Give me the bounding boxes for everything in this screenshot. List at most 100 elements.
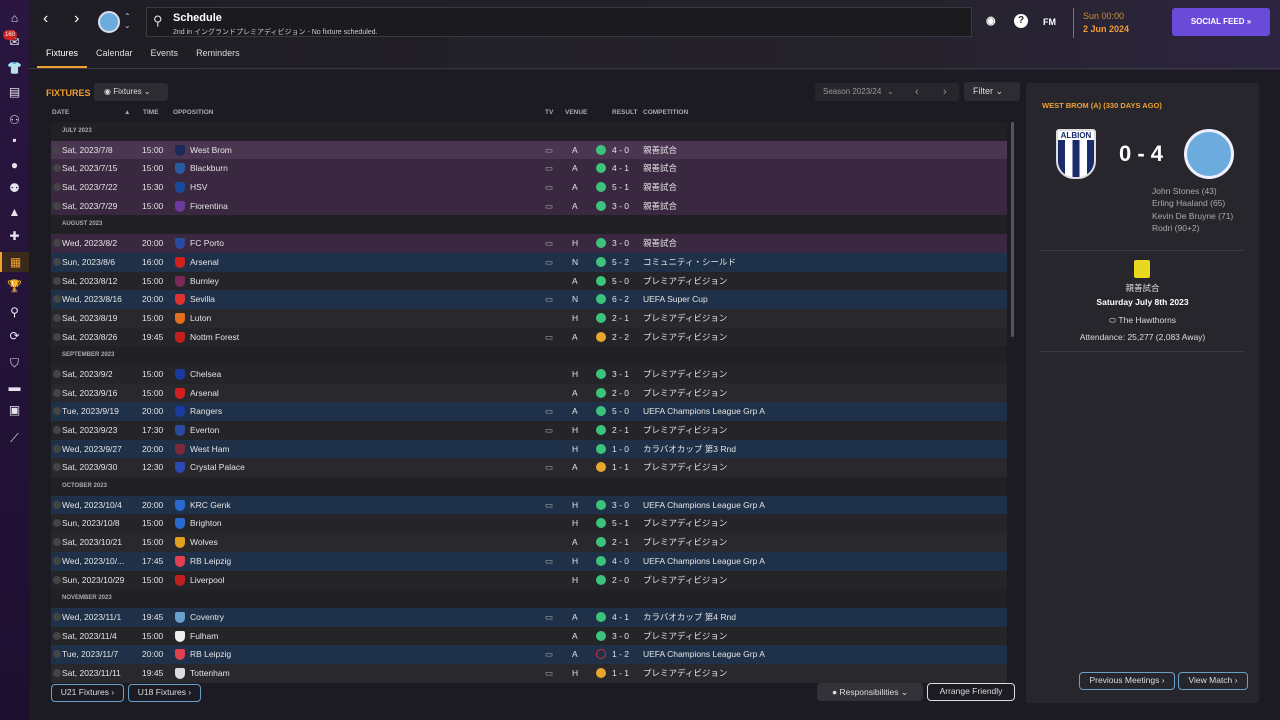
row-checkbox — [53, 388, 61, 397]
u18-fixtures-button[interactable]: U18 Fixtures › — [128, 684, 201, 702]
tab-calendar[interactable]: Calendar — [96, 48, 133, 58]
game-date[interactable]: Sun 00:00 2 Jun 2024 — [1073, 8, 1161, 38]
row-checkbox — [53, 612, 61, 621]
fixture-row[interactable]: Sat, 2023/11/4 15:00 Fulham A 3 - 0 プレミアディビジョ… — [51, 626, 1007, 646]
tv-icon: ▭ — [545, 499, 554, 510]
fixture-row[interactable]: Sat, 2023/7/15 15:00 Blackburn ▭ A 4 - 1 親善試合 — [51, 159, 1007, 179]
fixture-row[interactable]: Sat, 2023/10/21 15:00 Wolves A 2 - 1 プレミアディビジ… — [51, 533, 1007, 552]
fixture-row[interactable]: Sat, 2023/7/29 15:00 Fiorentina ▭ A 3 - 0 親善試合 — [51, 196, 1007, 216]
tab-reminders[interactable]: Reminders — [196, 48, 240, 58]
arrange-friendly-button[interactable]: Arrange Friendly — [927, 683, 1015, 701]
home-icon[interactable]: ⌂ — [10, 11, 19, 25]
fixture-row[interactable]: Wed, 2023/9/27 20:00 West Ham H 1 - 0 カラバオカップ… — [51, 439, 1007, 459]
competitions-icon[interactable]: 🏆 — [7, 279, 22, 293]
u21-fixtures-button[interactable]: U21 Fixtures › — [51, 684, 124, 702]
staff-icon[interactable]: ⚇ — [9, 113, 20, 127]
club-switch-icon[interactable]: ⌃ ⌄ — [124, 12, 131, 30]
world-icon[interactable]: ◉ — [986, 15, 996, 27]
result-score: 2 - 2 — [612, 331, 630, 342]
col-tv[interactable]: TV — [545, 109, 554, 116]
competition: UEFA Champions League Grp A — [643, 499, 765, 510]
fixture-row[interactable]: Sun, 2023/10/29 15:00 Liverpool H 2 - 0 プレミアデ… — [51, 570, 1007, 590]
finances-icon[interactable]: ▬ — [8, 380, 21, 394]
fixture-row[interactable]: Sun, 2023/10/8 15:00 Brighton H 5 - 1 プレミアディビ… — [51, 514, 1007, 534]
fixture-row[interactable]: Sat, 2023/8/26 19:45 Nottm Forest ▭ A 2 - 2 プレ… — [51, 327, 1007, 347]
back-button[interactable]: ‹ — [43, 10, 49, 27]
search-box[interactable]: ⚲ Schedule 2nd in イングランドプレミアディビジョン - No … — [146, 7, 972, 37]
fixture-row[interactable]: Wed, 2023/8/16 20:00 Sevilla ▭ N 6 - 2 UEFA Su… — [51, 290, 1007, 309]
match-panel: WEST BROM (A) (330 DAYS AGO) ALBION 0 - … — [1026, 83, 1259, 703]
result-score: 1 - 1 — [612, 667, 630, 678]
club-info-icon[interactable]: ⛉ — [9, 356, 19, 370]
current-date: 2 Jun 2024 — [1083, 24, 1130, 34]
scrollbar[interactable] — [1011, 122, 1014, 337]
fixture-row[interactable]: Sat, 2023/8/12 15:00 Burnley A 5 - 0 プレミアディビジ… — [51, 271, 1007, 291]
col-result[interactable]: RESULT — [612, 109, 638, 116]
fixture-row[interactable]: Sat, 2023/11/11 19:45 Tottenham ▭ H 1 - 1 プレミア… — [51, 663, 1007, 683]
col-venue[interactable]: VENUE — [565, 109, 588, 116]
tab-fixtures[interactable]: Fixtures — [37, 46, 88, 68]
season-selector[interactable]: Season 2023/24 ⌄ ‹ › — [815, 83, 959, 101]
fixture-row[interactable]: Sat, 2023/9/16 15:00 Arsenal A 2 - 0 プレミアディビジ… — [51, 383, 1007, 403]
fixture-row[interactable]: Wed, 2023/11/1 19:45 Coventry ▭ A 4 - 1 カラバオカッ… — [51, 607, 1007, 627]
training-icon[interactable]: ▲ — [8, 205, 21, 219]
fixture-row[interactable]: Sat, 2023/7/22 15:30 HSV ▭ A 5 - 1 親善試合 — [51, 178, 1007, 197]
fixture-date: Sat, 2023/8/19 — [62, 312, 118, 323]
fixture-row[interactable]: Tue, 2023/9/19 20:00 Rangers ▭ A 5 - 0 UEFA Ch… — [51, 402, 1007, 421]
fixture-time: 15:00 — [142, 368, 164, 379]
opposition-name: HSV — [190, 182, 208, 193]
stats-icon[interactable]: ⟋ — [10, 431, 19, 445]
result-score: 3 - 0 — [612, 200, 630, 211]
col-competition[interactable]: COMPETITION — [643, 109, 689, 116]
fixture-row[interactable]: Tue, 2023/11/7 20:00 RB Leipzig ▭ A 1 - 2 UEFA… — [51, 645, 1007, 664]
previous-meetings-button[interactable]: Previous Meetings › — [1079, 672, 1175, 690]
fixture-row[interactable]: Wed, 2023/10/... 17:45 RB Leipzig ▭ H 4 - 0 UE… — [51, 551, 1007, 571]
col-opposition[interactable]: OPPOSITION — [173, 109, 214, 116]
view-match-button[interactable]: View Match › — [1178, 672, 1248, 690]
inbox-icon[interactable]: ✉ 160 — [3, 30, 20, 49]
fixture-row[interactable]: Sat, 2023/9/2 15:00 Chelsea H 3 - 1 プレミアディビジョ… — [51, 364, 1007, 384]
col-date[interactable]: DATE — [52, 109, 70, 116]
fixture-row[interactable]: Sat, 2023/9/30 12:30 Crystal Palace ▭ A 1 - 1… — [51, 458, 1007, 478]
row-checkbox — [53, 407, 61, 416]
fm-menu-button[interactable]: FM — [1043, 17, 1056, 27]
schedule-icon[interactable]: ▦ — [0, 252, 29, 272]
transfers-icon[interactable]: ⟳ — [9, 329, 20, 343]
squad-icon[interactable]: 👕 — [7, 61, 22, 75]
tv-icon: ▭ — [545, 294, 554, 305]
fixtures-view-dropdown[interactable]: ◉ Fixtures ⌄ — [94, 83, 168, 101]
tactics-icon[interactable]: ▤ — [8, 85, 21, 99]
fixture-time: 15:00 — [142, 518, 164, 529]
fixture-row[interactable]: Wed, 2023/10/4 20:00 KRC Genk ▭ H 3 - 0 UEFA C… — [51, 495, 1007, 515]
venue: H — [572, 574, 579, 585]
filter-button[interactable]: Filter ⌄ — [964, 82, 1020, 101]
dynamics-icon[interactable]: ▪ — [12, 133, 17, 147]
forward-button[interactable]: › — [74, 10, 80, 27]
next-season-button[interactable]: › — [943, 86, 947, 98]
tab-events[interactable]: Events — [150, 48, 179, 58]
fixture-row[interactable]: Sat, 2023/7/8 15:00 West Brom ▭ A 4 - 0 親善試合 — [51, 140, 1007, 160]
opposition-crest-icon — [175, 182, 185, 194]
scouting-icon[interactable]: ⚲ — [10, 305, 19, 319]
medical-centre-icon[interactable]: ✚ — [9, 229, 20, 243]
row-checkbox — [53, 426, 61, 434]
fixture-row[interactable]: Wed, 2023/8/2 20:00 FC Porto ▭ H 3 - 0 親善試合 — [51, 234, 1007, 253]
competition: UEFA Champions League Grp A — [643, 555, 765, 566]
fixture-time: 17:30 — [142, 425, 164, 435]
help-icon[interactable]: ? — [1014, 14, 1028, 28]
scorer: Erling Haaland (65) — [1152, 198, 1226, 209]
prev-season-button[interactable]: ‹ — [915, 86, 919, 98]
fixture-row[interactable]: Sat, 2023/8/19 15:00 Luton H 2 - 1 プレミアディビジョン — [51, 308, 1007, 328]
opposition-crest-icon — [175, 462, 185, 474]
dev-centre-icon[interactable]: ▣ — [8, 403, 21, 417]
analysis-icon[interactable]: ⚉ — [9, 181, 20, 195]
club-crest-icon[interactable] — [98, 11, 120, 33]
responsibilities-button[interactable]: ● Responsibilities ⌄ — [817, 683, 923, 701]
medical-icon[interactable]: ● — [10, 158, 19, 172]
social-feed-button[interactable]: SOCIAL FEED » — [1172, 8, 1270, 36]
venue: A — [572, 182, 578, 193]
fixture-row[interactable]: Sat, 2023/9/23 17:30 Everton ▭ H 2 - 1 プレミアディビ… — [51, 421, 1007, 440]
fixture-row[interactable]: Sun, 2023/8/6 16:00 Arsenal ▭ N 5 - 2 コミュニティ・シ… — [51, 252, 1007, 272]
col-time[interactable]: TIME — [143, 109, 159, 116]
row-checkbox — [53, 556, 61, 565]
